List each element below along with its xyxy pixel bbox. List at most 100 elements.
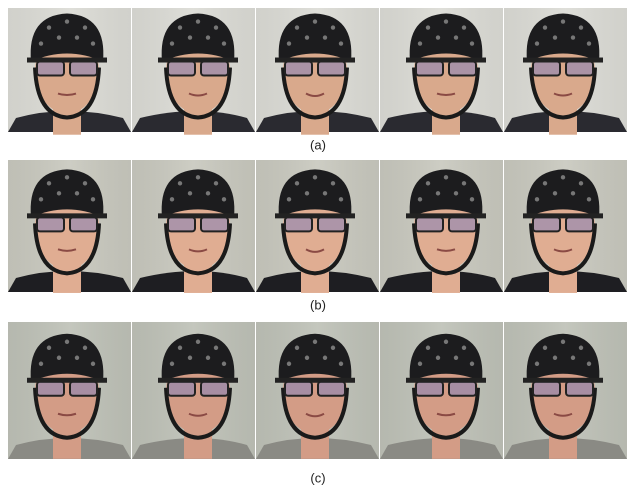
photo bbox=[380, 322, 503, 459]
electrode bbox=[75, 35, 79, 39]
electrode bbox=[83, 25, 87, 29]
glasses-lens bbox=[449, 217, 476, 231]
electrode bbox=[444, 19, 448, 23]
photo bbox=[8, 322, 131, 459]
electrode bbox=[313, 340, 317, 344]
electrode bbox=[83, 346, 87, 350]
photo-row bbox=[8, 322, 627, 459]
electrode bbox=[170, 362, 174, 366]
page: {"figure": {"rows": [{"label": "(a)"}, {… bbox=[0, 0, 635, 487]
glasses-lens bbox=[566, 382, 593, 396]
electrode bbox=[39, 362, 43, 366]
electrode bbox=[535, 362, 539, 366]
electrode bbox=[305, 191, 309, 195]
electrode bbox=[444, 340, 448, 344]
electrode bbox=[331, 25, 335, 29]
electrode bbox=[470, 41, 474, 45]
figure: (a) (b) (c) bbox=[0, 0, 635, 487]
photo bbox=[504, 8, 627, 135]
electrode bbox=[543, 346, 547, 350]
glasses-lens bbox=[201, 62, 228, 76]
electrode bbox=[587, 362, 591, 366]
electrode bbox=[571, 191, 575, 195]
electrode bbox=[206, 35, 210, 39]
electrode bbox=[188, 356, 192, 360]
electrode bbox=[426, 25, 430, 29]
electrode bbox=[178, 25, 182, 29]
glasses-lens bbox=[201, 217, 228, 231]
glasses-lens bbox=[37, 382, 64, 396]
photo-row bbox=[8, 160, 627, 293]
electrode bbox=[535, 197, 539, 201]
photo bbox=[256, 8, 379, 135]
glasses-lens bbox=[201, 382, 228, 396]
electrode bbox=[587, 197, 591, 201]
photo bbox=[256, 322, 379, 459]
electrode bbox=[222, 41, 226, 45]
electrode bbox=[305, 356, 309, 360]
photo-row bbox=[8, 8, 627, 135]
electrode bbox=[553, 191, 557, 195]
photo bbox=[504, 160, 627, 293]
electrode bbox=[561, 175, 565, 179]
electrode bbox=[426, 181, 430, 185]
electrode bbox=[418, 41, 422, 45]
electrode bbox=[196, 340, 200, 344]
glasses-lens bbox=[285, 217, 312, 231]
glasses-lens bbox=[416, 217, 443, 231]
electrode bbox=[323, 35, 327, 39]
electrode bbox=[47, 181, 51, 185]
electrode bbox=[543, 25, 547, 29]
electrode bbox=[561, 340, 565, 344]
electrode bbox=[188, 35, 192, 39]
electrode bbox=[287, 41, 291, 45]
electrode bbox=[579, 181, 583, 185]
electrode bbox=[436, 356, 440, 360]
glasses-lens bbox=[70, 62, 97, 76]
photo bbox=[380, 160, 503, 293]
electrode bbox=[178, 346, 182, 350]
electrode bbox=[323, 191, 327, 195]
electrode bbox=[91, 197, 95, 201]
electrode bbox=[535, 41, 539, 45]
electrode bbox=[214, 25, 218, 29]
photo bbox=[504, 322, 627, 459]
electrode bbox=[295, 181, 299, 185]
electrode bbox=[75, 356, 79, 360]
photo bbox=[8, 160, 131, 293]
row-label: (c) bbox=[310, 470, 325, 485]
electrode bbox=[196, 19, 200, 23]
electrode bbox=[444, 175, 448, 179]
glasses-lens bbox=[566, 217, 593, 231]
electrode bbox=[462, 346, 466, 350]
electrode bbox=[287, 362, 291, 366]
electrode bbox=[579, 25, 583, 29]
electrode bbox=[222, 362, 226, 366]
electrode bbox=[339, 197, 343, 201]
electrode bbox=[587, 41, 591, 45]
electrode bbox=[579, 346, 583, 350]
glasses-lens bbox=[168, 217, 195, 231]
glasses-lens bbox=[416, 382, 443, 396]
glasses-lens bbox=[449, 62, 476, 76]
electrode bbox=[295, 346, 299, 350]
electrode bbox=[418, 197, 422, 201]
electrode bbox=[454, 191, 458, 195]
electrode bbox=[313, 175, 317, 179]
glasses-lens bbox=[318, 62, 345, 76]
electrode bbox=[206, 356, 210, 360]
electrode bbox=[47, 346, 51, 350]
glasses-lens bbox=[285, 382, 312, 396]
electrode bbox=[553, 35, 557, 39]
glasses-lens bbox=[533, 62, 560, 76]
electrode bbox=[206, 191, 210, 195]
electrode bbox=[436, 35, 440, 39]
electrode bbox=[170, 197, 174, 201]
photo bbox=[132, 160, 255, 293]
row-label: (b) bbox=[310, 297, 326, 312]
electrode bbox=[339, 362, 343, 366]
photo bbox=[8, 8, 131, 135]
electrode bbox=[553, 356, 557, 360]
glasses-lens bbox=[70, 382, 97, 396]
electrode bbox=[313, 19, 317, 23]
